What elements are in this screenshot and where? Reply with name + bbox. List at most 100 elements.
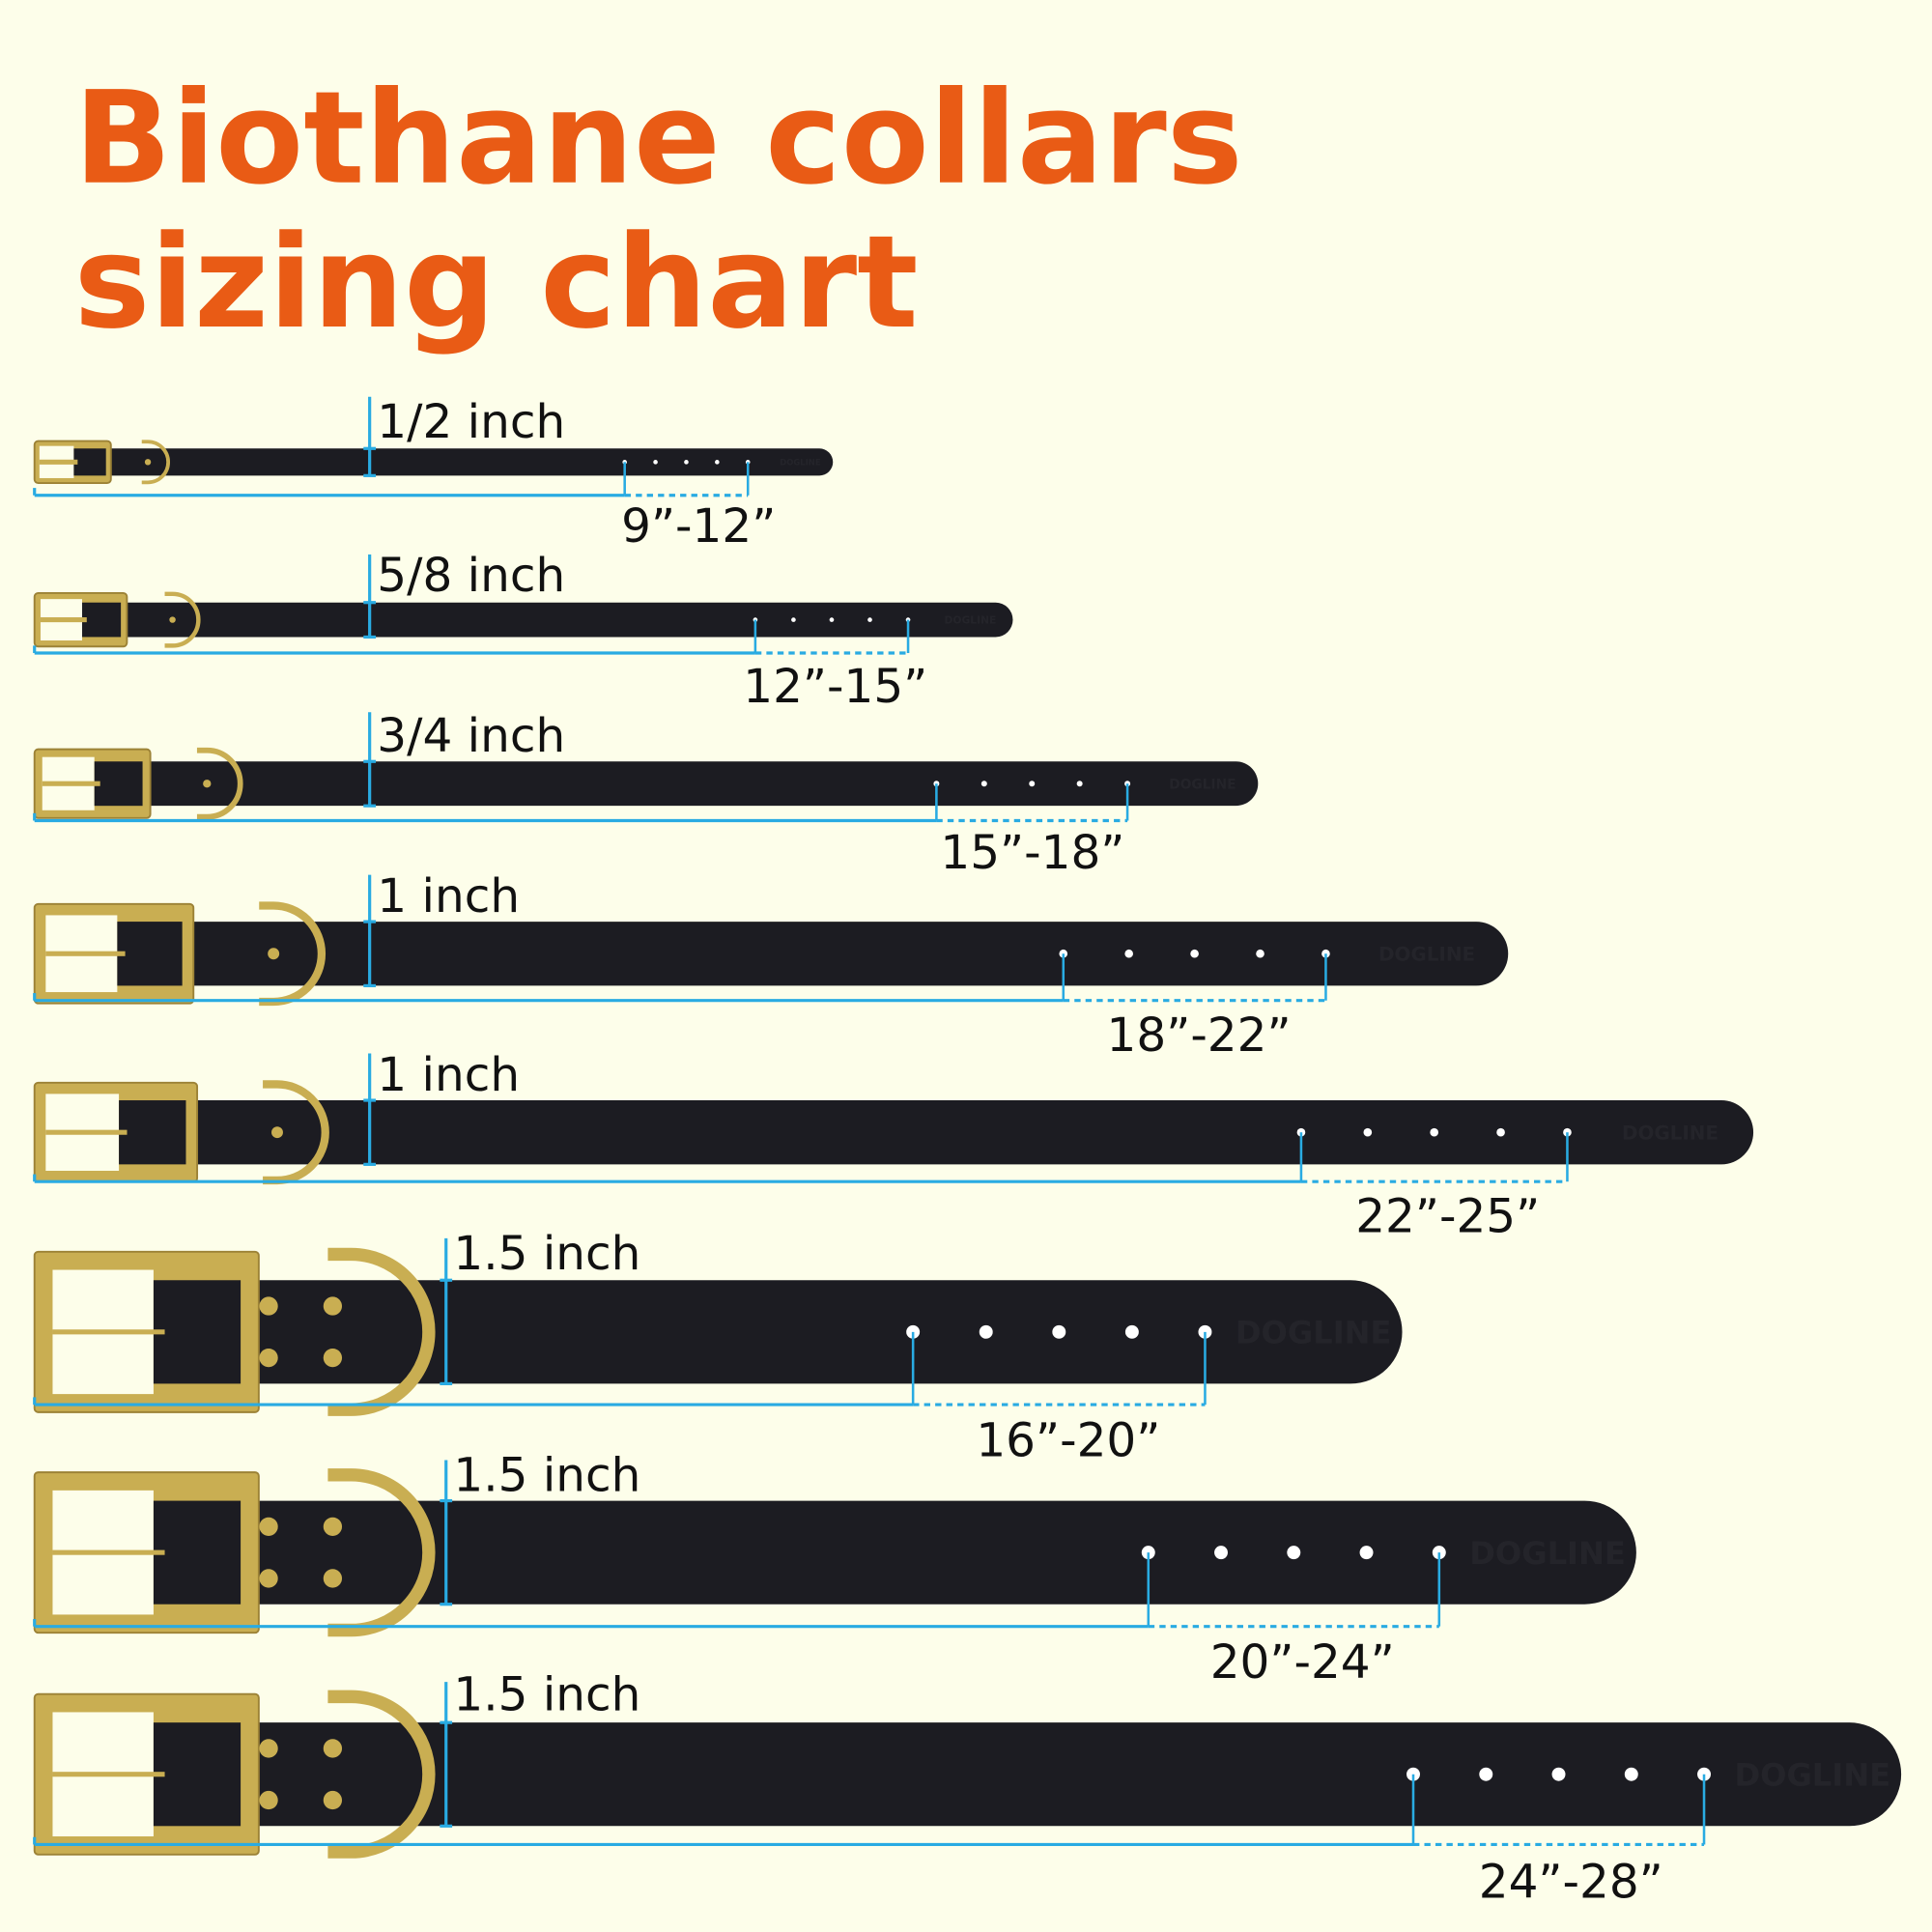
title-line-2: sizing chart: [74, 209, 919, 357]
d-ring-icon: [327, 1468, 436, 1637]
strap-hole: [1359, 1546, 1374, 1560]
size-range-label: 9”-12”: [621, 499, 776, 554]
strap-hole: [1029, 781, 1036, 787]
buckle-tongue: [52, 1329, 165, 1335]
collar-strap: [59, 1722, 1902, 1827]
strap-hole: [1287, 1546, 1301, 1560]
strap-hole: [1430, 1127, 1439, 1137]
collar-4: DOGLINE 1 inch 18”-22”: [33, 869, 1509, 1063]
buckle-tongue: [45, 951, 126, 956]
brand-emboss: DOGLINE: [1169, 777, 1236, 792]
brand-emboss: DOGLINE: [1378, 944, 1475, 966]
d-ring-icon: [259, 901, 326, 1007]
strap-hole: [653, 460, 658, 465]
rivet-icon: [323, 1790, 343, 1810]
strap-hole: [1479, 1767, 1493, 1781]
d-ring-icon: [263, 1080, 329, 1185]
strap-hole: [1551, 1767, 1566, 1781]
collar-8: DOGLINE 1.5 inch 24”-28”: [33, 1667, 1902, 1909]
strap-hole: [1124, 1324, 1139, 1339]
rivet-icon: [323, 1517, 343, 1536]
size-range-label: 20”-24”: [1210, 1635, 1395, 1690]
width-label: 1.5 inch: [453, 1227, 640, 1281]
collar-strap: [59, 448, 834, 476]
rivet-icon: [203, 780, 212, 788]
collar-6: DOGLINE 1.5 inch 16”-20”: [33, 1227, 1403, 1468]
rivet-icon: [259, 1790, 278, 1810]
size-range-label: 15”-18”: [940, 826, 1124, 880]
brand-emboss: DOGLINE: [1734, 1757, 1890, 1794]
rivet-icon: [144, 459, 152, 466]
size-range-label: 12”-15”: [743, 660, 927, 714]
strap-hole: [1496, 1127, 1505, 1137]
rivet-icon: [259, 1569, 278, 1588]
rivet-icon: [323, 1739, 343, 1758]
rivet-icon: [259, 1296, 278, 1316]
strap-hole: [980, 781, 987, 787]
buckle-tongue: [52, 1772, 165, 1777]
rivet-icon: [259, 1739, 278, 1758]
strap-hole: [1214, 1546, 1228, 1560]
buckle-tongue: [42, 781, 100, 786]
strap-hole: [715, 460, 720, 465]
d-ring-icon: [164, 591, 201, 648]
buckle-strap-loop: [117, 922, 183, 986]
rivet-icon: [259, 1348, 278, 1368]
strap-hole: [1076, 781, 1083, 787]
buckle-tongue: [52, 1549, 165, 1555]
collar-2: DOGLINE 5/8 inch 12”-15”: [33, 549, 1013, 714]
rivet-icon: [259, 1517, 278, 1536]
brand-emboss: DOGLINE: [1236, 1315, 1392, 1351]
strap-hole: [1624, 1767, 1638, 1781]
rivet-icon: [323, 1348, 343, 1368]
rivet-icon: [323, 1569, 343, 1588]
collar-strap: [59, 761, 1259, 807]
strap-hole: [1190, 949, 1199, 958]
buckle-strap-loop: [153, 1500, 242, 1605]
buckle-strap-loop: [153, 1280, 242, 1384]
strap-hole: [1052, 1324, 1066, 1339]
buckle-strap-loop: [94, 761, 143, 807]
rivet-icon: [271, 1126, 283, 1139]
width-label: 5/8 inch: [377, 549, 565, 603]
size-range-label: 18”-22”: [1107, 1009, 1292, 1063]
collars-group: DOGLINE 1/2 inch 9”-12” DOGLINE 5/8 inch 12”-…: [33, 395, 1902, 1909]
collar-5: DOGLINE 1 inch 22”-25”: [33, 1048, 1754, 1244]
strap-hole: [791, 617, 796, 622]
strap-hole: [1256, 949, 1264, 958]
strap-hole: [979, 1324, 993, 1339]
strap-hole: [1124, 949, 1133, 958]
d-ring-icon: [141, 440, 171, 485]
strap-hole: [829, 617, 835, 622]
buckle-strap-loop: [73, 448, 106, 476]
strap-hole: [684, 460, 689, 465]
collar-strap: [59, 1100, 1754, 1165]
width-label: 1 inch: [377, 1048, 520, 1102]
buckle-tongue: [40, 617, 87, 623]
brand-emboss: DOGLINE: [780, 457, 821, 467]
brand-emboss: DOGLINE: [1469, 1535, 1626, 1572]
title-line-1: Biothane collars: [74, 65, 1243, 213]
collar-3: DOGLINE 3/4 inch 15”-18”: [33, 709, 1259, 880]
width-label: 1/2 inch: [377, 395, 565, 449]
buckle-tongue: [39, 459, 78, 465]
rivet-icon: [323, 1296, 343, 1316]
collar-1: DOGLINE 1/2 inch 9”-12”: [33, 395, 834, 554]
width-label: 1.5 inch: [453, 1667, 640, 1721]
size-range-label: 24”-28”: [1479, 1855, 1663, 1909]
strap-hole: [867, 617, 872, 622]
rivet-icon: [169, 616, 176, 623]
buckle-strap-loop: [119, 1100, 186, 1165]
brand-emboss: DOGLINE: [1622, 1122, 1719, 1144]
collar-strap: [59, 1500, 1636, 1605]
d-ring-icon: [196, 747, 243, 820]
width-label: 1.5 inch: [453, 1448, 640, 1502]
buckle-strap-loop: [153, 1722, 242, 1827]
width-label: 3/4 inch: [377, 709, 565, 763]
collar-strap: [59, 1280, 1403, 1384]
size-range-label: 16”-20”: [976, 1414, 1160, 1468]
brand-emboss: DOGLINE: [945, 614, 997, 627]
rivet-icon: [268, 948, 280, 960]
collar-strap: [59, 922, 1509, 986]
